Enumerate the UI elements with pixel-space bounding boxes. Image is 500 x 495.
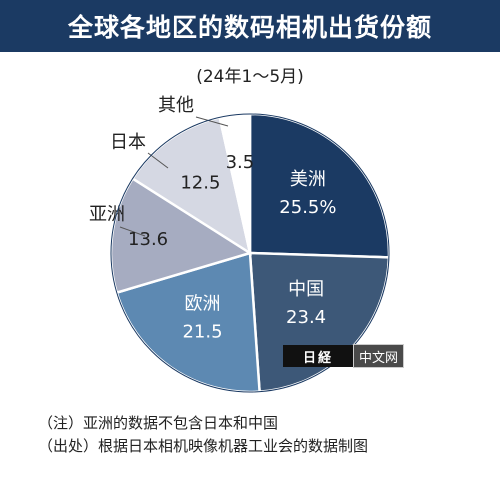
slice-name-label: 其他: [158, 95, 194, 116]
slice-value-label: 25.5%: [279, 197, 336, 218]
notes: （注）亚洲的数据不包含日本和中国 （出处）根据日本相机映像机器工业会的数据制图: [38, 412, 368, 458]
watermark-text: 中文网: [353, 344, 404, 368]
slice-value-label: 3.5: [226, 152, 255, 173]
slice-name-label: 中国: [288, 279, 324, 300]
slice-name-label: 美洲: [290, 169, 326, 190]
slice-value-label: 13.6: [128, 229, 168, 250]
watermark: 日経 中文网: [283, 345, 404, 367]
slice-name-label: 亚洲: [89, 204, 125, 225]
slice-name-label: 欧洲: [185, 294, 221, 315]
note-source: （出处）根据日本相机映像机器工业会的数据制图: [38, 435, 368, 458]
slice-name-label: 日本: [110, 132, 146, 153]
slice-value-label: 23.4: [286, 307, 326, 328]
slice-value-label: 12.5: [180, 173, 220, 194]
watermark-logo: 日経: [283, 345, 353, 367]
slice-value-label: 21.5: [182, 322, 222, 343]
note-exclusion: （注）亚洲的数据不包含日本和中国: [38, 412, 368, 435]
